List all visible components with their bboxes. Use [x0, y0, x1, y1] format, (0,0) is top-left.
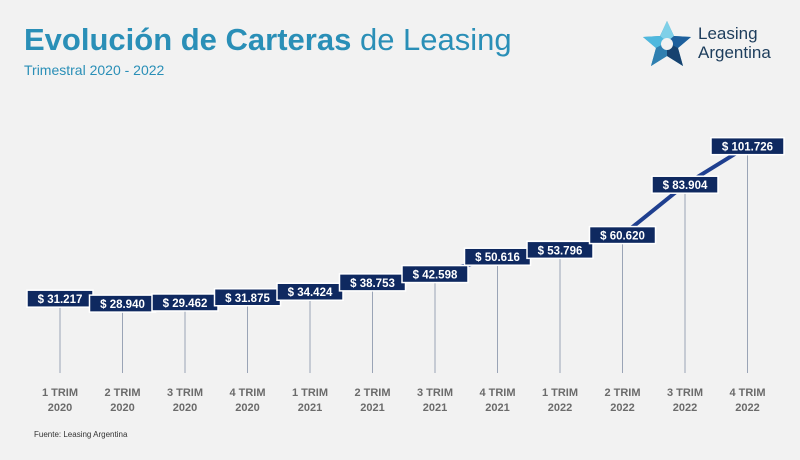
x-tick-label-6-quarter: 2 TRIM — [354, 387, 390, 399]
x-tick-label-10-quarter: 2 TRIM — [604, 387, 640, 399]
data-label-7: $ 42.598 — [413, 270, 458, 282]
x-tick-label-8-year: 2021 — [485, 402, 509, 414]
leasing-argentina-logo: Leasing Argentina — [640, 18, 790, 74]
data-label-10: $ 60.620 — [600, 231, 645, 243]
data-label-9: $ 53.796 — [538, 245, 583, 257]
x-tick-label-5-year: 2021 — [298, 402, 322, 414]
data-label-1: $ 31.217 — [38, 294, 83, 306]
logo-line-2: Argentina — [698, 43, 771, 62]
logo-line-1: Leasing — [698, 24, 758, 43]
x-tick-label-9-year: 2022 — [548, 402, 572, 414]
x-tick-label-9-quarter: 1 TRIM — [542, 387, 578, 399]
logo-text: Leasing Argentina — [698, 24, 771, 62]
x-tick-label-10-year: 2022 — [610, 402, 634, 414]
x-tick-label-4-year: 2020 — [235, 402, 259, 414]
page-subtitle: Trimestral 2020 - 2022 — [24, 62, 165, 78]
data-label-3: $ 29.462 — [163, 298, 208, 310]
data-label-12: $ 101.726 — [722, 142, 773, 154]
x-tick-label-5-quarter: 1 TRIM — [292, 387, 328, 399]
data-label-box-12 — [710, 136, 785, 156]
x-tick-label-6-year: 2021 — [360, 402, 384, 414]
data-label-8: $ 50.616 — [475, 252, 520, 264]
data-label-box-7 — [401, 264, 469, 284]
x-tick-label-11-year: 2022 — [673, 402, 697, 414]
x-tick-label-3-quarter: 3 TRIM — [167, 387, 203, 399]
title-rest: de Leasing — [351, 22, 512, 57]
x-tick-label-8-quarter: 4 TRIM — [479, 387, 515, 399]
data-label-box-10 — [588, 225, 657, 245]
source-note: Fuente: Leasing Argentina — [34, 430, 128, 439]
x-tick-label-2-quarter: 2 TRIM — [104, 387, 140, 399]
x-tick-label-7-year: 2021 — [423, 402, 447, 414]
data-label-2: $ 28.940 — [100, 299, 145, 311]
data-label-5: $ 34.424 — [288, 287, 333, 299]
page-title: Evolución de Carteras de Leasing — [24, 22, 512, 58]
data-label-11: $ 83.904 — [663, 180, 708, 192]
x-tick-label-7-quarter: 3 TRIM — [417, 387, 453, 399]
star-logo-icon — [643, 21, 691, 66]
x-tick-label-12-year: 2022 — [735, 402, 759, 414]
x-tick-label-2-year: 2020 — [110, 402, 134, 414]
title-bold: Evolución de Carteras — [24, 22, 352, 57]
x-tick-label-11-quarter: 3 TRIM — [667, 387, 703, 399]
data-label-box-11 — [651, 175, 719, 194]
data-label-box-9 — [526, 240, 594, 260]
data-label-box-5 — [276, 282, 344, 301]
x-tick-label-12-quarter: 4 TRIM — [729, 387, 765, 399]
data-label-4: $ 31.875 — [225, 293, 270, 305]
x-tick-label-1-quarter: 1 TRIM — [42, 387, 78, 399]
x-tick-label-3-year: 2020 — [173, 402, 197, 414]
data-label-6: $ 38.753 — [350, 278, 395, 290]
x-tick-label-4-quarter: 4 TRIM — [229, 387, 265, 399]
x-tick-label-1-year: 2020 — [48, 402, 72, 414]
